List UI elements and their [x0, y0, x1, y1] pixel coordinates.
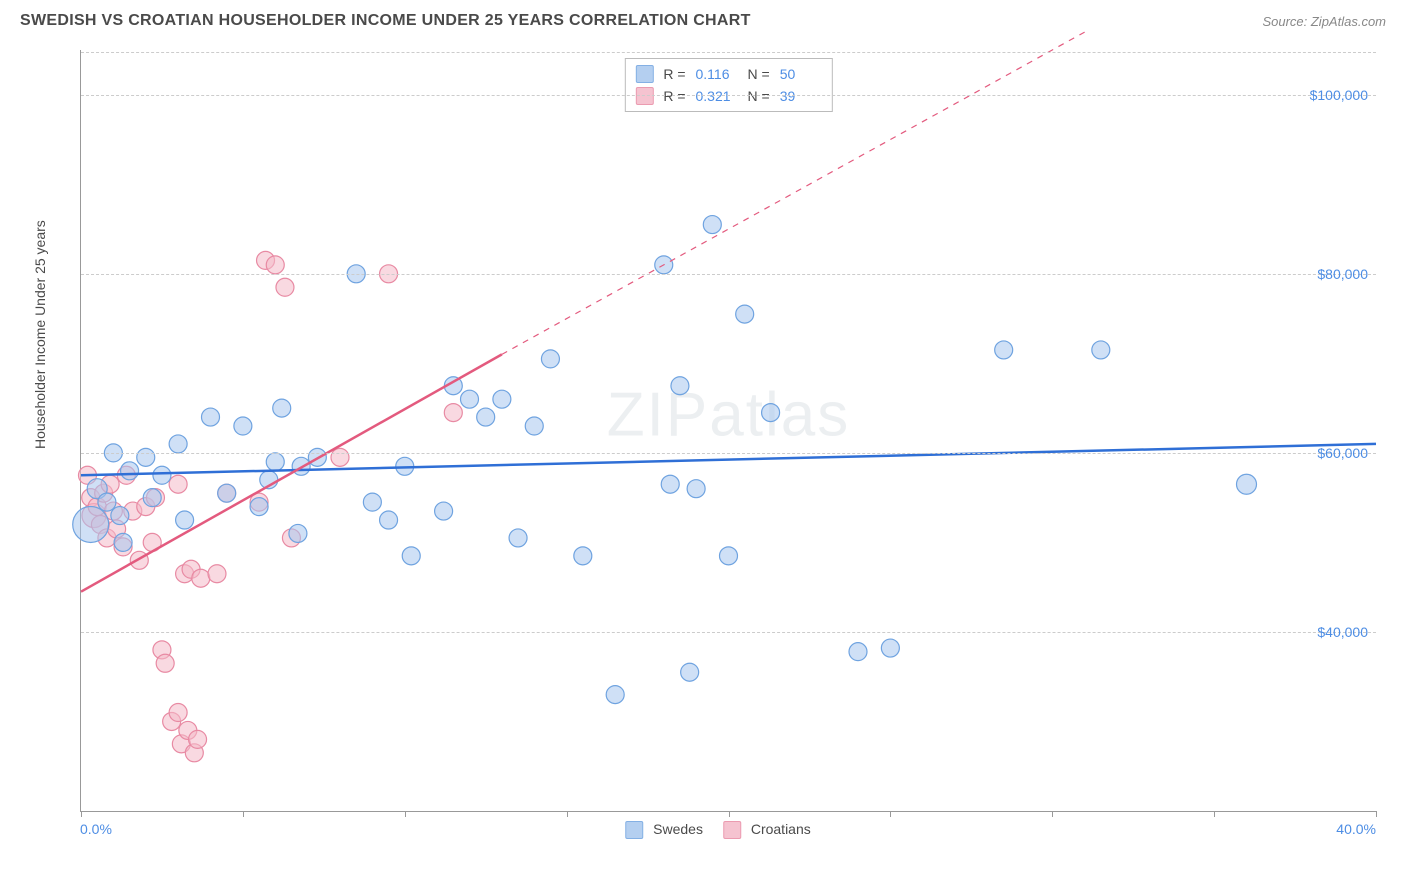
stats-n-swedes: 50	[780, 66, 822, 82]
legend-swatch-croatians-icon	[723, 821, 741, 839]
legend-item-croatians: Croatians	[723, 821, 811, 839]
legend-label-croatians: Croatians	[751, 821, 811, 837]
chart-title: SWEDISH VS CROATIAN HOUSEHOLDER INCOME U…	[20, 12, 751, 30]
stats-r-swedes: 0.116	[696, 66, 738, 82]
y-tick-label: $60,000	[1317, 445, 1368, 461]
stats-r-croatians: 0.321	[696, 88, 738, 104]
stats-r-label: R =	[663, 88, 685, 104]
swatch-croatians-icon	[635, 87, 653, 105]
legend-item-swedes: Swedes	[625, 821, 703, 839]
plot-svg	[81, 50, 1376, 811]
y-tick-label: $40,000	[1317, 624, 1368, 640]
stats-row-croatians: R = 0.321 N = 39	[635, 85, 821, 107]
stats-row-swedes: R = 0.116 N = 50	[635, 63, 821, 85]
plot-area: ZIPatlas R = 0.116 N = 50 R = 0.321 N = …	[80, 50, 1376, 812]
swatch-swedes-icon	[635, 65, 653, 83]
y-axis-label: Householder Income Under 25 years	[32, 220, 48, 449]
x-axis-min-label: 0.0%	[80, 821, 112, 837]
x-axis-max-label: 40.0%	[1336, 821, 1376, 837]
bottom-legend: Swedes Croatians	[625, 821, 811, 839]
stats-n-croatians: 39	[780, 88, 822, 104]
source-label: Source: ZipAtlas.com	[1262, 14, 1386, 29]
y-tick-label: $100,000	[1310, 87, 1368, 103]
chart-container: Householder Income Under 25 years ZIPatl…	[50, 50, 1386, 847]
y-tick-label: $80,000	[1317, 266, 1368, 282]
stats-n-label: N =	[748, 66, 770, 82]
stats-n-label: N =	[748, 88, 770, 104]
legend-swatch-swedes-icon	[625, 821, 643, 839]
legend-label-swedes: Swedes	[653, 821, 703, 837]
stats-box: R = 0.116 N = 50 R = 0.321 N = 39	[624, 58, 832, 112]
stats-r-label: R =	[663, 66, 685, 82]
